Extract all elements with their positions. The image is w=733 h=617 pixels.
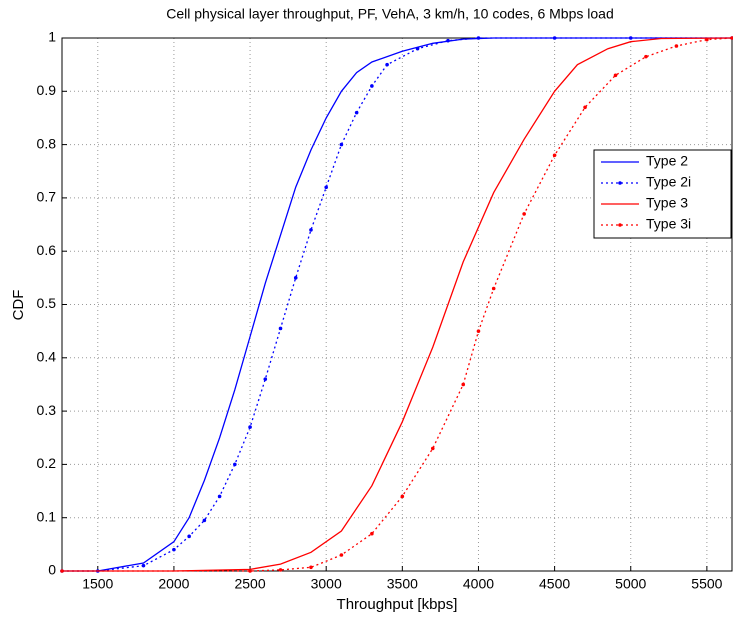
series-marker [172, 547, 176, 552]
series-marker [552, 153, 557, 158]
legend-marker [618, 223, 622, 227]
series-marker [233, 462, 237, 467]
legend-marker [618, 181, 622, 185]
series-marker [476, 329, 481, 333]
series-marker [628, 36, 633, 40]
legend-label: Type 3 [646, 195, 688, 211]
series-marker [461, 382, 466, 387]
x-tick-label: 1500 [82, 576, 113, 592]
x-tick-label: 4000 [463, 576, 494, 592]
y-tick-label: 0.8 [37, 135, 57, 151]
y-tick-label: 0.5 [37, 295, 57, 311]
y-tick-label: 1 [48, 29, 56, 45]
series-marker [400, 494, 405, 499]
series-marker [674, 44, 679, 48]
legend-label: Type 2 [646, 153, 688, 169]
y-tick-label: 0.2 [37, 455, 57, 471]
series-marker [309, 565, 313, 570]
x-tick-label: 2500 [234, 576, 265, 592]
legend: Type 2 Type 2i Type 3 Type 3i [593, 149, 732, 239]
y-tick-label: 0.7 [37, 189, 57, 205]
series-marker [60, 569, 64, 573]
x-tick-label: 3500 [387, 576, 418, 592]
y-tick-label: 0.6 [37, 242, 57, 258]
series-marker [522, 212, 526, 216]
series-marker [476, 36, 481, 40]
series-marker [730, 36, 733, 40]
y-axis-label: CDF [10, 290, 27, 321]
x-axis-label: Throughput [kbps] [337, 596, 458, 613]
y-tick-label: 0.3 [37, 402, 57, 418]
x-tick-label: 4500 [539, 576, 570, 592]
series-marker [141, 563, 146, 568]
series-marker [370, 531, 374, 536]
series-marker [202, 518, 207, 523]
series-marker [370, 84, 374, 88]
series-line [62, 37, 733, 572]
series-marker [385, 62, 389, 67]
series-marker [278, 326, 283, 331]
x-tick-label: 2000 [158, 576, 189, 592]
series-marker [613, 73, 618, 78]
y-tick-label: 0.9 [37, 82, 57, 98]
legend-label: Type 3i [646, 216, 691, 232]
plot-frame [61, 37, 733, 572]
series-marker [415, 46, 420, 51]
series-marker [705, 37, 709, 42]
legend-box [593, 149, 732, 239]
series-marker [430, 446, 435, 451]
x-tick-label: 3000 [311, 576, 342, 592]
y-tick-label: 0.4 [37, 349, 57, 365]
series-marker [644, 54, 648, 59]
x-tick-label: 5000 [615, 576, 646, 592]
series-marker [187, 534, 191, 539]
series-marker [552, 36, 557, 40]
x-tick-label: 5500 [691, 576, 722, 592]
series-marker [309, 228, 313, 232]
series-marker [263, 377, 268, 381]
series-marker [354, 110, 359, 115]
legend-label: Type 2i [646, 174, 691, 190]
series-marker [446, 38, 450, 43]
series-marker [217, 494, 222, 499]
series-marker [248, 425, 252, 429]
y-tick-label: 0 [48, 562, 56, 578]
series-marker [339, 553, 344, 557]
series-marker [339, 142, 344, 147]
chart-title: Cell physical layer throughput, PF, VehA… [166, 6, 613, 22]
series-marker [324, 185, 328, 190]
series-marker [293, 276, 298, 280]
series-marker [248, 569, 252, 573]
series-marker [583, 105, 587, 110]
series-marker [491, 286, 496, 291]
series-marker [278, 568, 283, 572]
y-tick-label: 0.1 [37, 508, 57, 524]
